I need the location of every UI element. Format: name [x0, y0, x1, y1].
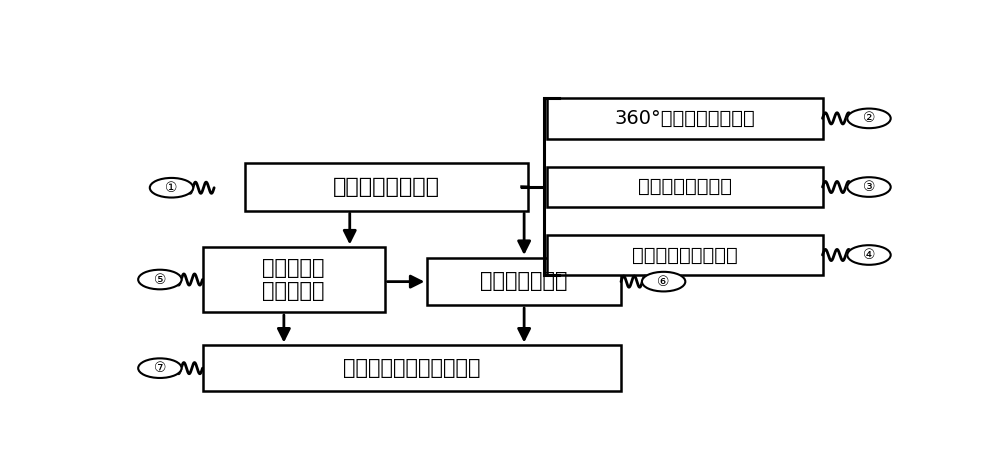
Circle shape — [138, 270, 182, 289]
Text: 多相机同步采集图像: 多相机同步采集图像 — [632, 246, 738, 265]
Text: 均匀的正面明场照: 均匀的正面明场照 — [638, 177, 732, 197]
Text: ①: ① — [165, 181, 178, 195]
Text: ③: ③ — [863, 180, 875, 194]
FancyBboxPatch shape — [547, 235, 822, 275]
FancyBboxPatch shape — [547, 98, 822, 139]
Text: ⑦: ⑦ — [154, 361, 166, 375]
Circle shape — [150, 178, 193, 197]
Text: ⑥: ⑥ — [657, 275, 670, 288]
Text: 360°视角的多摄像头布: 360°视角的多摄像头布 — [615, 109, 755, 128]
Circle shape — [847, 109, 891, 128]
Text: 密集特征点匹配: 密集特征点匹配 — [480, 272, 568, 292]
Circle shape — [847, 245, 891, 265]
FancyBboxPatch shape — [202, 248, 385, 312]
Text: 多目图像采集平台: 多目图像采集平台 — [333, 177, 440, 197]
FancyBboxPatch shape — [427, 258, 621, 305]
Text: ⑤: ⑤ — [154, 273, 166, 287]
Circle shape — [847, 177, 891, 197]
Text: ②: ② — [863, 111, 875, 126]
FancyBboxPatch shape — [547, 167, 822, 207]
FancyBboxPatch shape — [202, 345, 621, 391]
FancyBboxPatch shape — [245, 163, 528, 211]
Text: 模型构建与脚型参数测量: 模型构建与脚型参数测量 — [343, 358, 480, 378]
Text: ④: ④ — [863, 248, 875, 262]
Circle shape — [138, 359, 182, 378]
Circle shape — [642, 272, 685, 292]
Text: 基于球体的
多相机标定: 基于球体的 多相机标定 — [262, 258, 325, 301]
